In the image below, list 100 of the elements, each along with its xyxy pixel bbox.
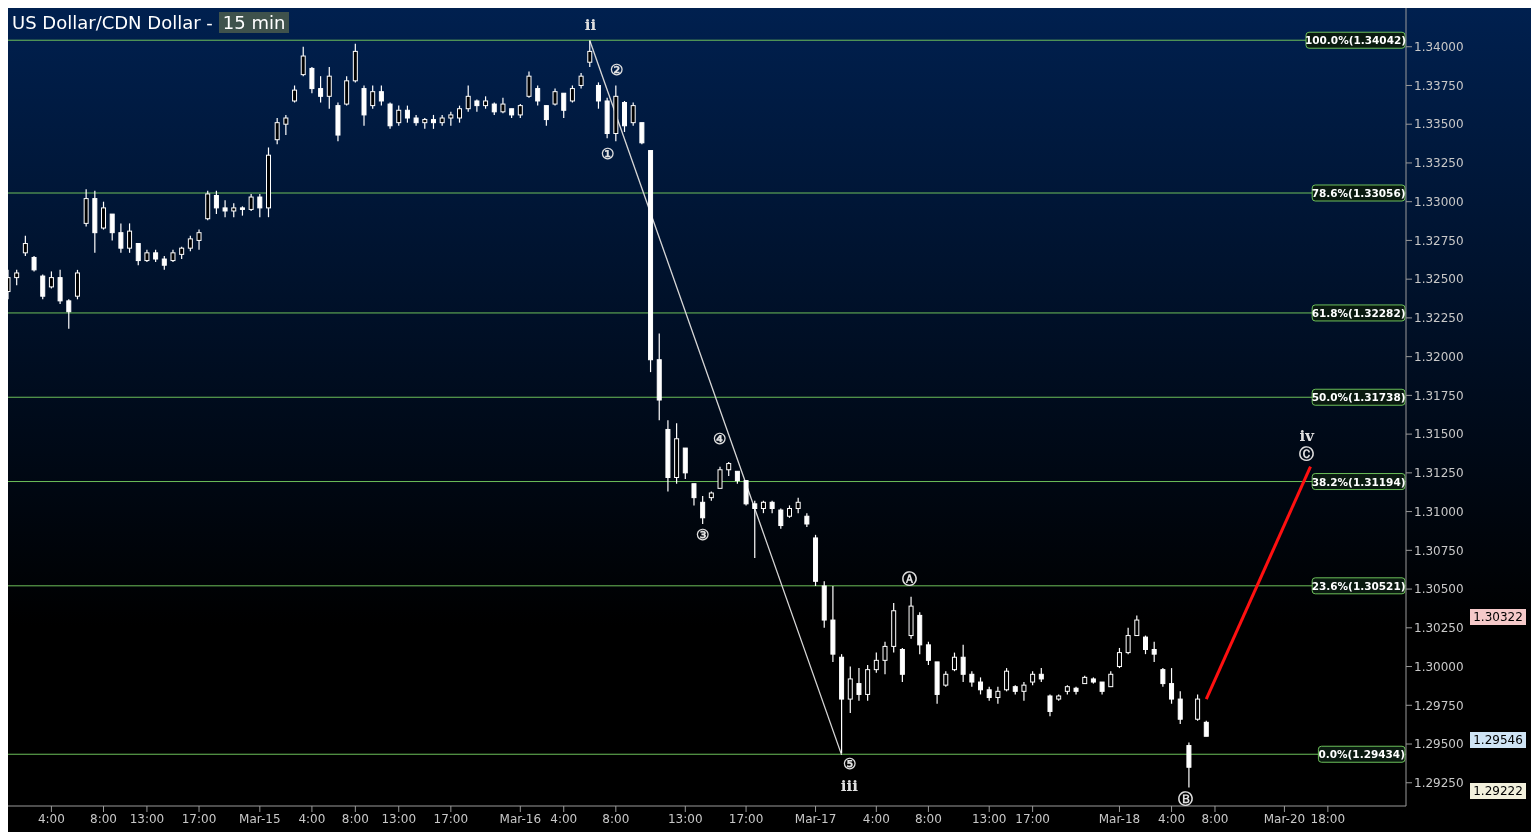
x-tick-label: 13:00 xyxy=(971,811,1007,826)
candlestick xyxy=(378,84,384,107)
candlestick xyxy=(595,81,601,110)
candlestick xyxy=(873,652,879,674)
candlestick xyxy=(22,235,28,257)
candlestick xyxy=(856,667,862,702)
candlestick xyxy=(109,213,115,242)
candlestick xyxy=(283,114,289,136)
y-tick-label: 1.31750 xyxy=(1414,388,1464,403)
x-tick-label: 8:00 xyxy=(90,811,117,826)
x-tick-label: 13:00 xyxy=(381,811,417,826)
y-tick-label: 1.34000 xyxy=(1414,40,1464,54)
candlestick xyxy=(752,500,758,559)
candlestick xyxy=(535,84,541,107)
candlestick xyxy=(1160,667,1166,688)
x-tick-label: 4:00 xyxy=(550,811,578,826)
x-tick-label: 8:00 xyxy=(914,811,942,826)
candlestick xyxy=(1004,667,1010,692)
candlestick xyxy=(1195,693,1201,722)
candlestick xyxy=(101,201,107,231)
candlestick xyxy=(465,84,471,113)
candlestick xyxy=(1169,667,1175,705)
y-tick-label: 1.31500 xyxy=(1414,427,1464,442)
candlestick xyxy=(743,480,749,506)
y-tick-label: 1.29250 xyxy=(1414,776,1464,791)
text: 1.29222 xyxy=(1473,784,1523,798)
text: 1.30322 xyxy=(1473,610,1523,624)
y-tick-label: 1.31000 xyxy=(1414,504,1464,519)
ref-line-label: 0.0%(1.29434) xyxy=(1318,748,1405,761)
x-tick-label: 18:00 xyxy=(1310,811,1346,826)
x-tick-label: 4:00 xyxy=(862,811,890,826)
candlestick xyxy=(257,193,263,218)
candlestick xyxy=(396,105,402,127)
annotation: ① xyxy=(601,145,615,163)
annotation: ⑤ xyxy=(842,755,856,773)
candlestick xyxy=(622,100,628,133)
candlestick xyxy=(995,686,1001,705)
x-tick-label: 17:00 xyxy=(1015,811,1050,826)
y-tick-label: 1.32750 xyxy=(1414,233,1464,248)
candlestick xyxy=(1047,693,1053,717)
y-tick-label: 1.29750 xyxy=(1414,698,1464,713)
annotation: ④ xyxy=(713,430,727,448)
candlestick xyxy=(474,98,480,113)
candlestick xyxy=(326,66,332,110)
y-tick-label: 1.33500 xyxy=(1414,117,1464,132)
y-tick-label: 1.32500 xyxy=(1414,272,1464,287)
candlestick xyxy=(1021,681,1027,702)
candlestick xyxy=(40,273,46,300)
x-tick-label: 17:00 xyxy=(181,811,217,826)
chart-subtitle: 15 min xyxy=(218,12,290,33)
candlestick xyxy=(135,242,141,266)
candlestick xyxy=(960,644,966,683)
x-tick-label: 4:00 xyxy=(1158,811,1186,826)
candlestick xyxy=(222,199,228,218)
x-tick-label: Mar-15 xyxy=(239,811,281,826)
y-tick-label: 1.33000 xyxy=(1414,194,1464,209)
candlestick xyxy=(700,495,706,525)
candlestick xyxy=(74,269,80,300)
candlestick xyxy=(213,190,219,215)
chart-title: US Dollar/CDN Dollar - xyxy=(12,12,213,33)
candlestick xyxy=(882,641,888,675)
y-tick-label: 1.30000 xyxy=(1414,659,1464,674)
candlestick xyxy=(66,298,72,330)
x-tick-label: 4:00 xyxy=(298,811,326,826)
x-tick-label: 17:00 xyxy=(433,811,469,826)
x-tick-label: 8:00 xyxy=(341,811,369,826)
candlestick xyxy=(344,75,350,107)
candlestick xyxy=(196,228,202,251)
y-tick-label: 1.30500 xyxy=(1414,582,1464,597)
x-tick-label: 17:00 xyxy=(728,811,764,826)
x-tick-label: 8:00 xyxy=(1201,811,1229,826)
candlestick xyxy=(951,652,957,672)
candlestick xyxy=(57,269,63,305)
candlestick xyxy=(778,507,784,530)
ref-line-label: 23.6%(1.30521) xyxy=(1311,579,1406,592)
annotation: ii xyxy=(584,16,597,34)
ref-line-label: 38.2%(1.31194) xyxy=(1311,475,1406,488)
candlestick xyxy=(1151,641,1157,663)
candlestick xyxy=(127,222,133,254)
x-tick-label: Mar-20 xyxy=(1263,811,1306,826)
annotation: ③ xyxy=(696,526,710,544)
annotation: ② xyxy=(609,61,623,79)
candlestick xyxy=(1177,690,1183,725)
x-tick-label: 13:00 xyxy=(668,811,703,826)
x-tick-label: Mar-18 xyxy=(1098,811,1141,826)
candlestick xyxy=(318,75,324,104)
annotation: iii xyxy=(840,777,859,795)
candlestick xyxy=(526,70,532,99)
candlestick xyxy=(925,641,931,666)
candlestick xyxy=(1186,741,1192,789)
candlestick xyxy=(691,483,697,506)
ref-line-label: 61.8%(1.32282) xyxy=(1311,306,1406,319)
annotation: Ⓒ xyxy=(1299,445,1315,463)
candlestick xyxy=(387,101,393,130)
candlestick xyxy=(543,105,549,127)
y-tick-label: 1.30750 xyxy=(1414,543,1464,558)
x-tick-label: 13:00 xyxy=(129,811,165,826)
x-tick-label: Mar-16 xyxy=(499,811,542,826)
candlestick xyxy=(118,222,124,254)
candlestick xyxy=(630,101,636,127)
